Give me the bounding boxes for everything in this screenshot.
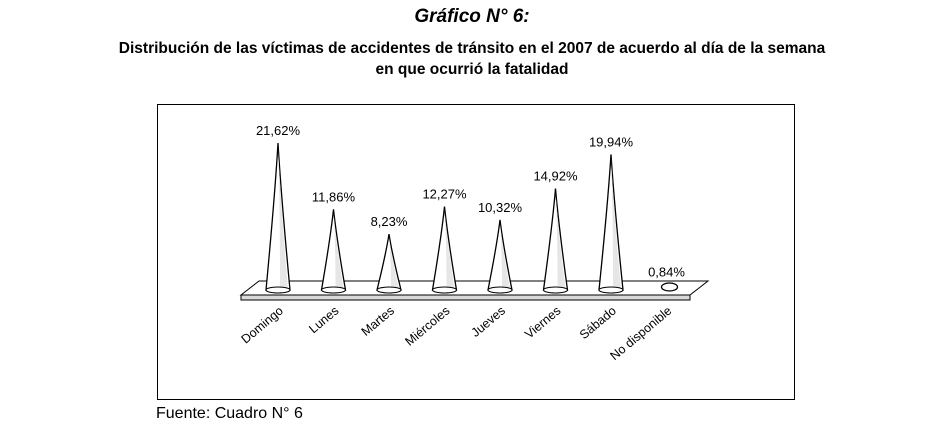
cone-domingo (265, 142, 291, 291)
category-label-jueves: Jueves (469, 304, 508, 340)
cone-shade-miércoles (444, 209, 455, 289)
data-label-jueves: 10,32% (478, 200, 523, 215)
category-label-sábado: Sábado (577, 304, 619, 342)
cone-base-sábado (598, 286, 624, 294)
chart-floor-top (239, 280, 710, 296)
chart-floor-edge (240, 294, 691, 301)
data-label-domingo: 21,62% (256, 123, 301, 138)
cone-base-jueves (487, 286, 513, 294)
data-label-sábado: 19,94% (589, 134, 634, 149)
chart-frame (157, 104, 795, 400)
cone-shade-viernes (555, 191, 566, 289)
data-label-lunes: 11,86% (312, 189, 356, 204)
cone-lunes (320, 209, 347, 291)
chart-subtitle-line-2: en que ocurrió la fatalidad (375, 61, 569, 78)
cone-base-viernes (542, 286, 569, 294)
chart-subtitle-line-1: Distribución de las víctimas de accident… (118, 40, 826, 57)
chart-source: Fuente: Cuadro N° 6 (156, 405, 303, 422)
data-label-martes: 8,23% (371, 214, 408, 229)
cone-shade-martes (389, 237, 399, 289)
data-label-viernes: 14,92% (533, 169, 578, 184)
cone-shade-sábado (611, 157, 621, 289)
cone-base-lunes (320, 286, 347, 294)
chart-title: Gráfico N° 6: (414, 6, 530, 27)
category-label-lunes: Lunes (306, 304, 341, 337)
cone-base-miércoles (431, 286, 458, 294)
category-label-viernes: Viernes (522, 304, 563, 342)
cone-sábado (598, 154, 624, 291)
cone-viernes (542, 188, 569, 291)
cone-shade-lunes (333, 212, 344, 289)
cone-martes (376, 233, 402, 291)
data-label-miércoles: 12,27% (422, 187, 467, 202)
cone-jueves (487, 219, 513, 291)
cone-base-domingo (265, 286, 291, 294)
category-label-martes: Martes (359, 304, 397, 339)
data-label-no-disponible: 0,84% (648, 264, 685, 279)
category-label-no-disponible: No disponible (607, 304, 674, 363)
cone-shade-jueves (500, 222, 510, 289)
cone-no-disponible (660, 282, 679, 292)
cone-miércoles (431, 206, 458, 291)
category-label-miércoles: Miércoles (402, 304, 452, 349)
chart-subtitle: Distribución de las víctimas de accident… (40, 38, 904, 80)
cone-base-martes (376, 286, 402, 294)
category-label-domingo: Domingo (239, 304, 286, 347)
cone-shade-domingo (278, 146, 288, 289)
